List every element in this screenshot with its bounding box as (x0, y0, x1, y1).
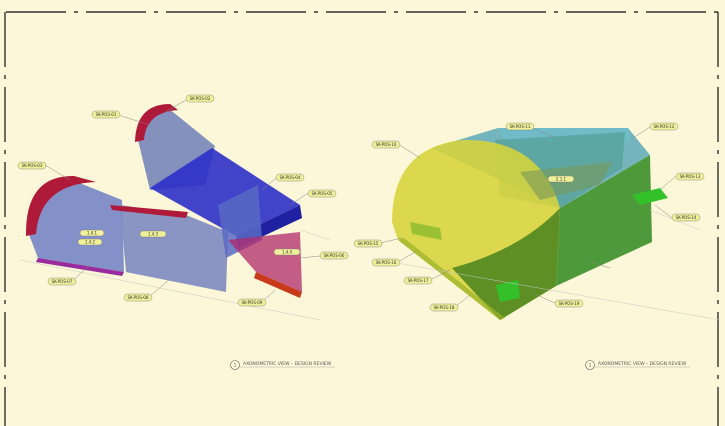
callout-label: SK-POS-18 (429, 303, 459, 312)
construction-lines (19, 229, 331, 321)
back-arch-rim (135, 104, 178, 142)
green-front (452, 208, 560, 320)
svg-text:SK-POS-04: SK-POS-04 (280, 175, 301, 180)
inner-tag: 1.4.2 (77, 238, 103, 246)
right-callouts (379, 126, 677, 308)
svg-text:SK-POS-11: SK-POS-11 (510, 124, 531, 129)
callout-label: SK-POS-10 (371, 140, 401, 149)
left-callout-labels: SK-POS-01 SK-POS-02 SK-POS-03 SK-POS-04 … (17, 94, 349, 307)
front-arch-rim (25, 175, 97, 236)
dome-base (398, 238, 505, 320)
green-block (410, 222, 442, 240)
svg-text:SK-POS-05: SK-POS-05 (312, 191, 333, 196)
svg-text:SK-POS-09: SK-POS-09 (242, 300, 263, 305)
svg-text:SK-POS-18: SK-POS-18 (434, 305, 455, 310)
svg-text:SK-POS-16: SK-POS-16 (376, 260, 397, 265)
magenta-wing (228, 232, 302, 292)
green-side (556, 155, 652, 286)
right-inner-tags: 2.1.1 (547, 175, 575, 183)
view-number-symbol (585, 360, 595, 370)
svg-text:SK-POS-10: SK-POS-10 (376, 142, 397, 147)
center-ledge (110, 205, 188, 218)
sheet-border (4, 11, 720, 426)
svg-text:SK-POS-03: SK-POS-03 (22, 163, 43, 168)
svg-text:2.1.1: 2.1.1 (556, 177, 567, 182)
svg-text:SK-POS-17: SK-POS-17 (408, 278, 429, 283)
callout-label: SK-POS-04 (275, 173, 305, 182)
right-callout-labels: SK-POS-10 SK-POS-11 SK-POS-12 SK-POS-13 … (353, 122, 705, 312)
front-arch-base (36, 258, 124, 276)
inner-tag: 1.4.3 (139, 230, 167, 238)
green-block (632, 188, 668, 205)
inner-tag: 2.1.1 (547, 175, 575, 183)
callout-label: SK-POS-07 (47, 277, 77, 286)
callout-label: SK-POS-03 (17, 161, 47, 170)
view-number: 1 (589, 363, 592, 368)
left-view-caption: 1 AXONOMETRIC VIEW – DESIGN REVIEW (230, 360, 335, 370)
front-arch-face (28, 180, 124, 272)
callout-label: SK-POS-14 (671, 213, 701, 222)
magenta-wing-edge (254, 272, 302, 298)
callout-label: SK-POS-06 (319, 251, 349, 260)
callout-label: SK-POS-02 (185, 94, 215, 103)
callout-label: SK-POS-08 (123, 293, 153, 302)
inner-tag: 1.4.4 (273, 248, 301, 256)
svg-text:1.4.1: 1.4.1 (87, 231, 98, 236)
svg-text:SK-POS-19: SK-POS-19 (559, 301, 580, 306)
left-callouts (44, 99, 321, 303)
blue-roof (150, 148, 300, 236)
view-caption-text: AXONOMETRIC VIEW – DESIGN REVIEW (598, 361, 687, 367)
svg-text:SK-POS-14: SK-POS-14 (676, 215, 697, 220)
svg-text:SK-POS-07: SK-POS-07 (52, 279, 73, 284)
svg-text:SK-POS-02: SK-POS-02 (190, 96, 211, 101)
svg-text:1.4.4: 1.4.4 (282, 250, 293, 255)
right-model (379, 128, 721, 321)
view-number: 1 (234, 363, 237, 368)
callout-label: SK-POS-15 (353, 239, 383, 248)
view-caption-text: AXONOMETRIC VIEW – DESIGN REVIEW (243, 361, 332, 367)
svg-text:SK-POS-06: SK-POS-06 (324, 253, 345, 258)
callout-label: SK-POS-12 (649, 122, 679, 131)
callout-label: SK-POS-05 (307, 189, 337, 198)
callout-label: SK-POS-17 (403, 276, 433, 285)
callout-label: SK-POS-09 (237, 298, 267, 307)
center-block (120, 205, 228, 292)
callout-label: SK-POS-19 (554, 299, 584, 308)
svg-text:SK-POS-08: SK-POS-08 (128, 295, 149, 300)
svg-text:SK-POS-13: SK-POS-13 (680, 174, 701, 179)
callout-label: SK-POS-11 (505, 122, 535, 131)
svg-text:1.4.2: 1.4.2 (85, 240, 96, 245)
callout-label: SK-POS-01 (91, 110, 121, 119)
inner-tag: 1.4.1 (79, 229, 105, 237)
callout-label: SK-POS-13 (675, 172, 705, 181)
callout-label: SK-POS-16 (371, 258, 401, 267)
view-number-symbol (230, 360, 240, 370)
svg-text:SK-POS-01: SK-POS-01 (96, 112, 117, 117)
svg-text:SK-POS-12: SK-POS-12 (654, 124, 675, 129)
left-model (19, 104, 331, 321)
svg-text:1.4.3: 1.4.3 (148, 232, 159, 237)
svg-text:SK-POS-15: SK-POS-15 (358, 241, 379, 246)
right-view-caption: 1 AXONOMETRIC VIEW – DESIGN REVIEW (585, 360, 690, 370)
left-inner-tags: 1.4.1 1.4.2 1.4.3 1.4.4 (77, 229, 301, 256)
green-block (496, 280, 520, 302)
